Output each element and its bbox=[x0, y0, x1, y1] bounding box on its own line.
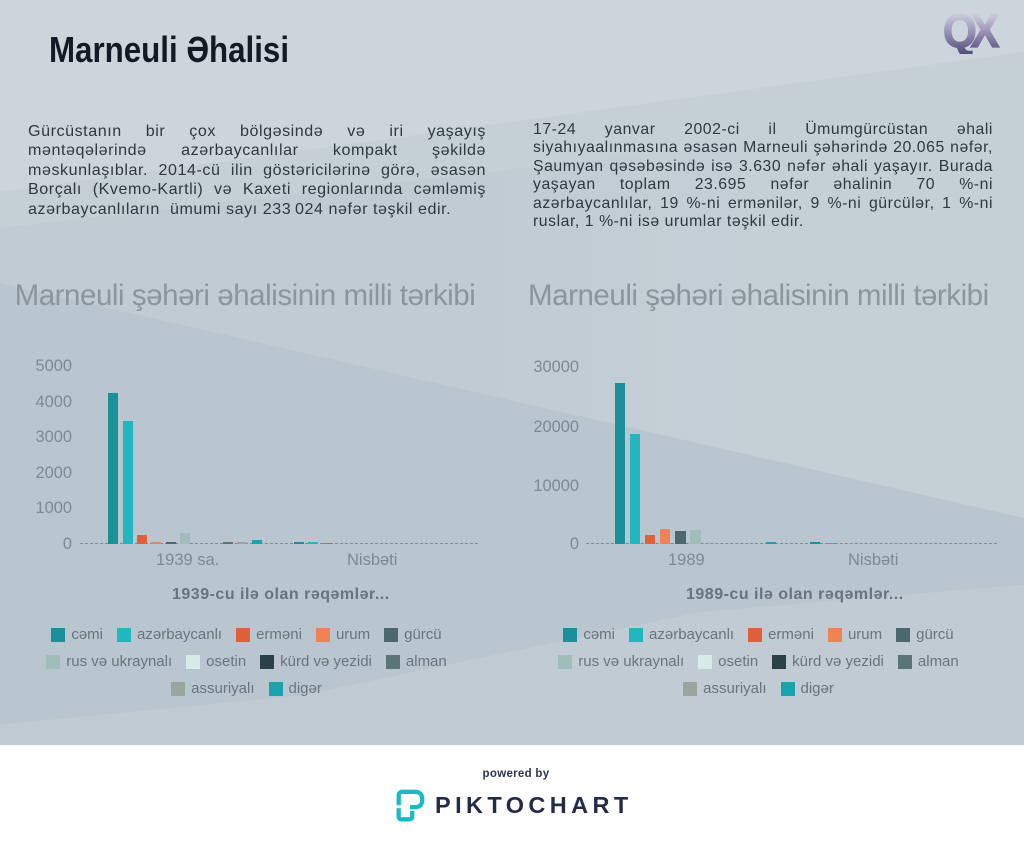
svg-text:QX: QX bbox=[943, 8, 1000, 54]
